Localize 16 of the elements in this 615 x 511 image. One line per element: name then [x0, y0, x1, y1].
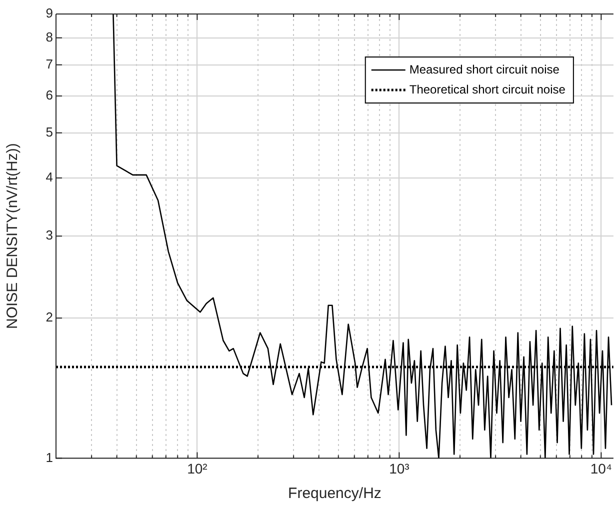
- x-tick-label: 10³: [389, 460, 410, 476]
- y-tick-label: 8: [46, 29, 53, 44]
- y-tick-label: 1: [46, 450, 53, 465]
- x-tick-label: 10⁴: [590, 460, 612, 476]
- legend-label: Theoretical short circuit noise: [409, 82, 566, 96]
- x-tick-label: 10²: [187, 460, 208, 476]
- y-axis-title: NOISE DENSITY(nV/rt(Hz)): [4, 143, 22, 330]
- y-tick-label: 4: [46, 170, 53, 185]
- y-tick-label: 5: [46, 124, 53, 140]
- y-tick-label: 3: [46, 228, 53, 243]
- legend-label: Measured short circuit noise: [409, 62, 560, 76]
- x-axis-title: Frequency/Hz: [288, 485, 382, 502]
- y-tick-label: 6: [46, 88, 53, 103]
- y-tick-label: 7: [46, 56, 53, 72]
- y-tick-label: 9: [46, 6, 53, 21]
- y-tick-label: 2: [46, 310, 53, 325]
